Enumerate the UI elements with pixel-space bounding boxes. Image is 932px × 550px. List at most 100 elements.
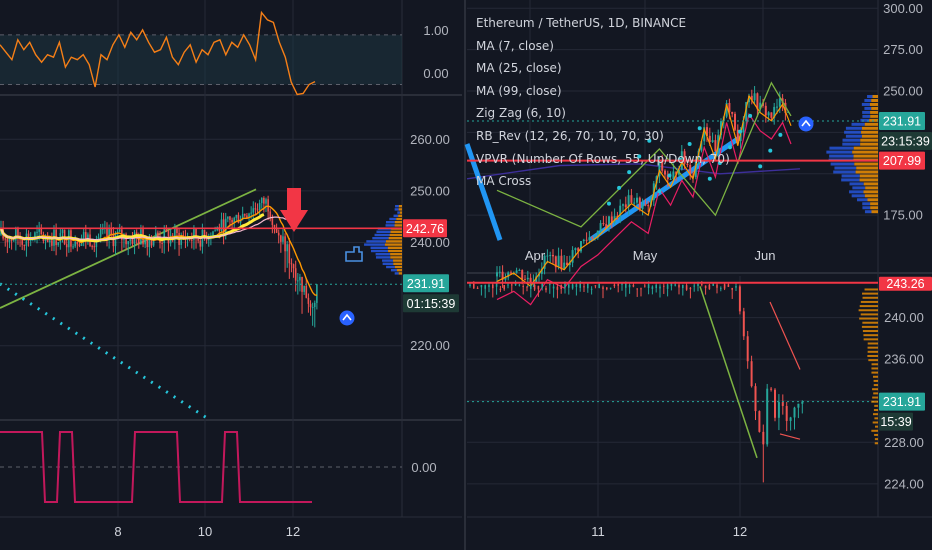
daily-candle [728, 102, 731, 112]
intraday-volume-profile-bar [874, 404, 878, 407]
intraday-candle [552, 286, 555, 289]
daily-signal-dot [637, 154, 642, 159]
left-candle [280, 235, 282, 242]
intraday-candle [689, 287, 692, 290]
intraday-candle [746, 336, 749, 362]
left-candle [146, 239, 149, 248]
intraday-volume-profile-bar [874, 417, 878, 420]
left-candle [34, 232, 36, 239]
intraday-candle [568, 284, 570, 288]
legend-ma-cross[interactable]: MA Cross [476, 174, 532, 189]
legend-ma25[interactable]: MA (25, close) [476, 61, 562, 76]
intraday-candle [488, 284, 490, 288]
intraday-current-price-tag: 231.91 [883, 395, 921, 409]
legend-ma99[interactable]: MA (99, close) [476, 83, 562, 98]
daily-candle [703, 127, 706, 142]
left-candle [8, 238, 11, 242]
intraday-volume-profile-bar [871, 371, 878, 374]
daily-up-chevron-circle-icon [798, 116, 814, 132]
left-candle [222, 219, 225, 234]
intraday-candle [617, 284, 619, 286]
daily-candle [750, 95, 753, 101]
volume-profile-bar [386, 265, 395, 269]
daily-candle [535, 276, 538, 282]
intraday-candle [571, 284, 574, 289]
intraday-candle [712, 283, 714, 286]
daily-candle [501, 271, 504, 280]
intraday-candle [549, 284, 551, 286]
left-x-tick: 8 [114, 524, 121, 539]
daily-signal-dot [707, 176, 712, 181]
intraday-level-price-tag: 243.26 [886, 277, 924, 291]
oscillator-band [0, 34, 402, 85]
daily-countdown-tag: 23:15:39 [881, 134, 930, 148]
daily-volume-profile-bar [842, 142, 861, 146]
volume-profile-bar [389, 217, 397, 221]
volume-profile-bar [394, 221, 402, 224]
daily-price-tick: 175.00 [883, 208, 923, 223]
left-candle [220, 219, 223, 231]
volume-profile-bar [390, 256, 402, 259]
daily-candle [644, 204, 647, 206]
daily-candle [538, 273, 540, 277]
daily-signal-dot [687, 142, 692, 146]
left-candle [256, 209, 259, 211]
intraday-volume-profile-bar [868, 359, 878, 362]
daily-candle [585, 239, 588, 241]
intraday-candle [777, 402, 780, 418]
left-candle [301, 276, 303, 292]
left-candle [307, 297, 310, 304]
daily-candle [647, 205, 650, 207]
left-candle [299, 276, 301, 281]
intraday-candle [575, 284, 578, 287]
legend-rb-rev[interactable]: RB_Rev (12, 26, 70, 10, 70, 30) [476, 128, 664, 143]
level-price-tag: 242.76 [406, 222, 444, 236]
left-candle [152, 239, 155, 246]
volume-profile-bar [385, 240, 402, 243]
legend-zigzag[interactable]: Zig Zag (6, 10) [476, 106, 566, 121]
daily-candle [773, 106, 776, 118]
cyan-dotted-line [0, 282, 211, 422]
intraday-candle [750, 361, 753, 387]
intraday-candle [731, 287, 733, 290]
daily-candle [591, 237, 594, 239]
intraday-volume-profile-bar [872, 396, 878, 399]
left-candle [313, 302, 316, 308]
chevron-glyph [342, 313, 352, 321]
legend-title[interactable]: Ethereum / TetherUS, 1D, BINANCE [476, 16, 687, 30]
intraday-candle [793, 407, 796, 418]
legend-ma7[interactable]: MA (7, close) [476, 38, 554, 53]
intraday-volume-profile-bar [860, 313, 878, 316]
left-candle [212, 231, 214, 237]
daily-candle [546, 255, 549, 257]
intraday-volume-profile-bar [861, 325, 878, 328]
legend-vpvr[interactable]: VPVR (Number Of Rows, 55, Up/Down, 70) [476, 151, 730, 166]
daily-candle [731, 111, 734, 114]
daily-volume-profile-bar [862, 206, 871, 210]
daily-current-price-tag: 231.91 [883, 114, 921, 128]
daily-candle [720, 121, 722, 136]
left-candle [263, 197, 265, 204]
left-candle [224, 218, 227, 234]
intraday-candle [685, 285, 688, 290]
intraday-candle [556, 286, 559, 290]
daily-volume-profile-bar [852, 150, 878, 154]
left-candle [36, 231, 38, 233]
down-arrow-marker-icon [280, 188, 308, 232]
daily-candle [736, 129, 739, 141]
daily-volume-profile-bar [872, 95, 878, 99]
daily-volume-profile-bar [841, 178, 860, 182]
daily-candle [560, 255, 563, 270]
daily-candle [568, 262, 571, 266]
left-candle [214, 230, 216, 232]
left-candle [99, 229, 102, 237]
daily-x-tick: Jun [755, 248, 776, 263]
intraday-candle [518, 284, 521, 286]
left-candle [15, 228, 17, 241]
intraday-candle [674, 284, 676, 286]
left-candle [260, 197, 263, 204]
intraday-candle [670, 283, 673, 287]
daily-candle [706, 127, 708, 136]
left-candle [65, 244, 68, 248]
